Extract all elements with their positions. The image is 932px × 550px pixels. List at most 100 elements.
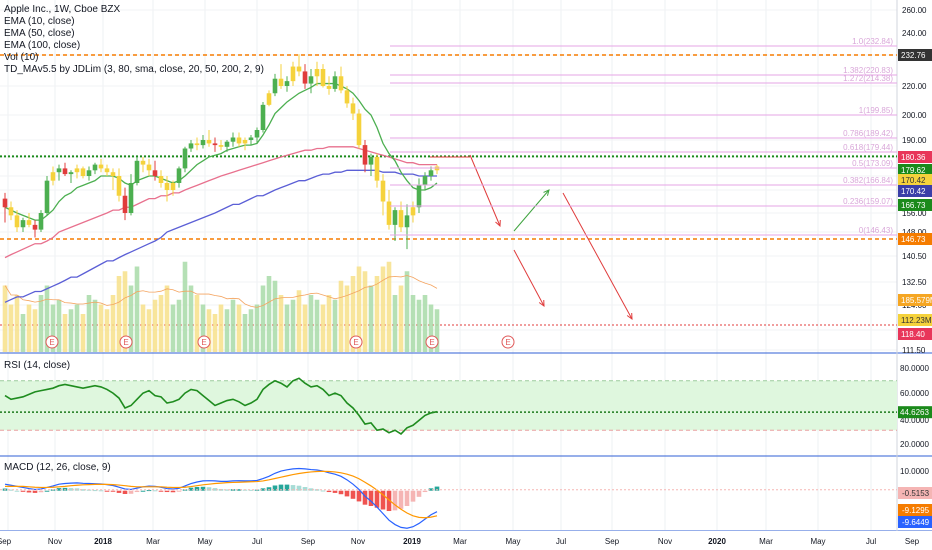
candle-body-29: [176, 168, 182, 183]
candle-body-62: [374, 157, 380, 181]
time-tick-6: Sep: [301, 537, 316, 546]
time-tick-18: Sep: [905, 537, 920, 546]
candle-body-63: [380, 180, 386, 202]
macd-hist-18: [110, 490, 116, 492]
candle-body-19: [116, 176, 122, 196]
candle-body-38: [230, 137, 236, 142]
macd-hist-23: [140, 490, 146, 492]
candle-body-0: [2, 198, 8, 208]
legend-vol[interactable]: Vol (10): [4, 52, 39, 63]
macd-hist-22: [134, 490, 140, 493]
rsi-tick-3: 20.0000: [900, 440, 929, 449]
candle-body-61: [368, 157, 374, 165]
price-tag-5: 166.73: [901, 201, 926, 210]
fib-label-9: 0(146.43): [859, 226, 894, 235]
candle-body-70: [422, 176, 428, 186]
rsi-tag-bg: [898, 406, 932, 419]
volume-bar-11: [68, 309, 74, 352]
time-axis[interactable]: Sep Nov 2018 Mar May Jul Sep Nov 2019 Mar May Jul Se…: [0, 531, 932, 550]
volume-bar-37: [224, 309, 230, 352]
candle-body-28: [170, 183, 176, 190]
volume-bar-58: [350, 276, 356, 352]
candle-body-39: [236, 137, 242, 144]
macd-hist-31: [188, 487, 194, 491]
time-tick-11: Jul: [556, 537, 566, 546]
macd-hist-65: [392, 490, 398, 511]
rsi-last-tag: 44.6263: [900, 408, 929, 417]
chart-legend[interactable]: Apple Inc., 1W, Cboe BZX EMA (10, close)…: [4, 4, 264, 76]
candle-body-53: [320, 68, 326, 86]
candle-body-32: [194, 143, 200, 146]
volume-bar-16: [98, 304, 104, 352]
volume-bar-34: [206, 309, 212, 352]
macd-hist-59: [356, 490, 362, 502]
price-tick-0: 260.00: [902, 6, 927, 15]
candle-body-42: [254, 130, 260, 138]
rsi-title[interactable]: RSI (14, close): [4, 360, 71, 371]
volume-bar-38: [230, 299, 236, 352]
legend-ema10[interactable]: EMA (10, close): [4, 16, 75, 27]
volume-bar-7: [44, 285, 50, 352]
macd-hist-24: [146, 490, 152, 492]
legend-ema100[interactable]: EMA (100, close): [4, 40, 81, 51]
time-tick-2: 2018: [94, 537, 112, 546]
time-tick-17: Jul: [866, 537, 876, 546]
macd-hist-66: [398, 490, 404, 509]
earnings-label-0: E: [49, 338, 54, 347]
candle-body-27: [164, 183, 170, 190]
volume-bar-12: [74, 304, 80, 352]
macd-hist-32: [194, 487, 200, 491]
candle-body-41: [248, 137, 254, 140]
arrow-head-0: [495, 219, 501, 228]
fib-label-4: 0.786(189.42): [843, 129, 893, 138]
volume-bar-14: [86, 295, 92, 352]
candle-body-35: [212, 143, 218, 146]
macd-hist-11: [68, 488, 74, 491]
price-axis[interactable]: 260.00240.00220.00200.00190.00180.00170.…: [898, 6, 932, 528]
legend-td[interactable]: TD_MAv5.5 by JDLim (3, 80, sma, close, 2…: [4, 64, 264, 75]
legend-ema50[interactable]: EMA (50, close): [4, 28, 75, 39]
volume-bar-9: [56, 299, 62, 352]
macd-hist-43: [260, 488, 266, 491]
macd-hist-55: [332, 490, 338, 493]
volume-bar-66: [398, 285, 404, 352]
price-tag-2: 179.62: [901, 166, 926, 175]
macd-hist-15: [92, 490, 98, 492]
volume-bar-49: [296, 290, 302, 352]
macd-hist-2: [14, 490, 20, 492]
volume-bar-23: [140, 304, 146, 352]
macd-hist-4: [26, 490, 32, 493]
rsi-tick-1: 60.0000: [900, 389, 929, 398]
candle-body-15: [92, 164, 98, 171]
price-tag-bg-3: [898, 174, 932, 186]
price-tick-10: 140.50: [902, 252, 927, 261]
volume-bar-64: [386, 261, 392, 352]
candle-body-55: [332, 76, 338, 89]
earnings-label-4: E: [429, 338, 434, 347]
volume-bar-10: [62, 314, 68, 352]
time-tick-12: Sep: [605, 537, 620, 546]
earnings-label-5: E: [505, 338, 510, 347]
macd-hist-29: [176, 490, 182, 492]
macd-hist-16: [98, 490, 104, 492]
macd-hist-64: [386, 490, 392, 512]
macd-hist-25: [152, 490, 158, 492]
macd-hist-13: [80, 489, 86, 491]
volume-bar-48: [290, 299, 296, 352]
time-tick-9: Mar: [453, 537, 467, 546]
volume-bar-72: [434, 309, 440, 352]
macd-title[interactable]: MACD (12, 26, close, 9): [4, 462, 111, 473]
macd-tag-2: -9.6449: [902, 518, 930, 527]
volume-bar-36: [218, 304, 224, 352]
macd-hist-44: [266, 487, 272, 491]
candle-body-24: [146, 164, 152, 171]
macd-hist-3: [20, 490, 26, 492]
candle-body-23: [140, 160, 146, 165]
volume-bar-15: [92, 299, 98, 352]
legend-title[interactable]: Apple Inc., 1W, Cboe BZX: [4, 4, 121, 15]
candle-body-25: [152, 170, 158, 176]
earnings-circle-0: [45, 335, 59, 349]
macd-hist-49: [296, 485, 302, 491]
candle-body-65: [392, 210, 398, 225]
